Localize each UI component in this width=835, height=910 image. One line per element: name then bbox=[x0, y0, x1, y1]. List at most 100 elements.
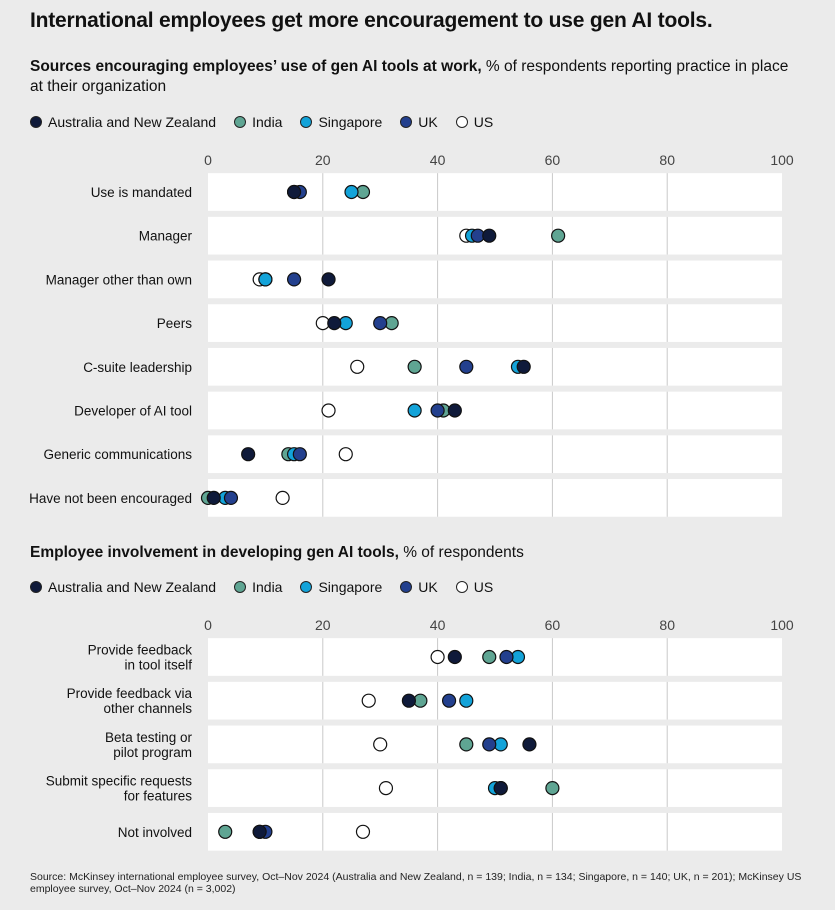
chart-2-subtitle: Employee involvement in developing gen A… bbox=[30, 543, 800, 563]
dot-australia-and-new-zealand bbox=[287, 184, 302, 200]
x-tick-label: 60 bbox=[545, 617, 561, 633]
x-tick-label: 80 bbox=[659, 617, 675, 633]
row-band bbox=[208, 260, 782, 299]
dot-india bbox=[551, 228, 566, 243]
row-band bbox=[208, 812, 782, 851]
dot-singapore bbox=[344, 184, 359, 200]
dot-india bbox=[482, 649, 497, 665]
category-label-line: Have not been encouraged bbox=[29, 491, 192, 506]
dot-uk bbox=[459, 359, 474, 374]
category-label: Submit specific requests for features bbox=[46, 774, 193, 804]
category-label: C-suite leadership bbox=[83, 360, 192, 375]
legend-item-australia-and-new-zealand: Australia and New Zealand bbox=[30, 579, 216, 595]
category-label-line: Developer of AI tool bbox=[74, 404, 192, 419]
dot-singapore bbox=[459, 693, 474, 708]
legend-item-australia-and-new-zealand: Australia and New Zealand bbox=[30, 114, 216, 130]
dot-uk bbox=[430, 403, 445, 418]
dot-us bbox=[350, 359, 365, 374]
dot-australia-and-new-zealand bbox=[401, 693, 416, 708]
category-label-line: other channels bbox=[103, 701, 192, 716]
row-band bbox=[208, 391, 782, 430]
category-label-line: C-suite leadership bbox=[83, 360, 192, 375]
x-tick-label: 0 bbox=[204, 152, 212, 168]
dot-uk bbox=[441, 693, 457, 708]
x-tick-label: 80 bbox=[659, 152, 675, 168]
dot-india bbox=[218, 824, 233, 839]
dot-us bbox=[338, 447, 353, 462]
category-label: Not involved bbox=[118, 825, 192, 840]
chart-2-legend: Australia and New Zealand India Singapore U… bbox=[30, 578, 511, 596]
chart-1-subtitle: Sources encouraging employees’ use of ge… bbox=[30, 57, 800, 97]
legend-label: India bbox=[252, 579, 283, 595]
x-tick-label: 40 bbox=[430, 152, 446, 168]
legend-item-uk: UK bbox=[400, 579, 438, 595]
category-label-line: Use is mandated bbox=[91, 185, 192, 200]
x-tick-label: 40 bbox=[430, 617, 446, 633]
legend-swatch bbox=[455, 581, 468, 593]
category-label: Provide feedback in tool itself bbox=[88, 643, 193, 673]
dot-india bbox=[545, 781, 560, 796]
dot-australia-and-new-zealand bbox=[493, 781, 508, 796]
dot-australia-and-new-zealand bbox=[327, 316, 342, 331]
dot-india bbox=[407, 359, 422, 374]
dot-australia-and-new-zealand bbox=[321, 272, 336, 287]
legend-label: UK bbox=[418, 579, 438, 595]
legend-label: Australia and New Zealand bbox=[48, 114, 217, 130]
legend-item-singapore: Singapore bbox=[300, 579, 382, 595]
row-band bbox=[208, 347, 782, 386]
legend-item-us: US bbox=[455, 579, 493, 595]
legend-swatch bbox=[234, 116, 247, 128]
category-label-line: for features bbox=[124, 789, 193, 804]
category-label: Beta testing or pilot program bbox=[105, 730, 193, 760]
dot-us bbox=[430, 649, 445, 665]
dot-australia-and-new-zealand bbox=[206, 490, 221, 505]
dot-us bbox=[321, 403, 336, 418]
category-label: Developer of AI tool bbox=[74, 404, 192, 419]
row-band bbox=[208, 479, 782, 517]
dot-singapore bbox=[258, 272, 273, 287]
category-label: Provide feedback via other channels bbox=[67, 686, 193, 716]
category-label-line: Provide feedback bbox=[88, 643, 193, 658]
dot-us bbox=[355, 824, 371, 839]
category-label-line: pilot program bbox=[113, 745, 192, 760]
dot-uk bbox=[223, 490, 239, 505]
dot-singapore bbox=[407, 403, 422, 418]
category-label-line: Submit specific requests bbox=[46, 774, 193, 789]
dot-us bbox=[373, 737, 388, 752]
legend-item-uk: UK bbox=[400, 114, 438, 130]
dot-australia-and-new-zealand bbox=[252, 824, 267, 839]
category-label-line: Not involved bbox=[118, 825, 192, 840]
dot-australia-and-new-zealand bbox=[447, 403, 462, 418]
legend-item-india: India bbox=[234, 579, 282, 595]
dot-uk bbox=[292, 447, 307, 462]
chart-1-subtitle-rest: % of respondents reporting practice in p… bbox=[30, 58, 789, 95]
legend-item-singapore: Singapore bbox=[300, 114, 382, 130]
x-tick-label: 100 bbox=[770, 617, 794, 633]
category-label-line: Generic communications bbox=[43, 447, 192, 462]
dot-australia-and-new-zealand bbox=[447, 649, 462, 665]
legend-label: India bbox=[252, 114, 283, 130]
source-note: Source: McKinsey international employee … bbox=[30, 871, 802, 895]
dot-uk bbox=[373, 316, 388, 331]
legend-swatch bbox=[234, 581, 247, 593]
x-tick-label: 20 bbox=[315, 617, 331, 633]
legend-label: UK bbox=[418, 114, 438, 130]
category-label-line: Manager bbox=[139, 229, 193, 244]
legend-swatch bbox=[455, 116, 468, 128]
legend-item-india: India bbox=[234, 114, 282, 130]
category-label: Generic communications bbox=[43, 447, 192, 462]
dot-us bbox=[378, 781, 394, 796]
legend-item-us: US bbox=[455, 114, 493, 130]
dot-india bbox=[459, 737, 474, 752]
chart-1-subtitle-bold: Sources encouraging employees’ use of ge… bbox=[30, 58, 482, 75]
category-label-line: Peers bbox=[157, 316, 193, 331]
x-tick-label: 60 bbox=[545, 152, 561, 168]
legend-swatch bbox=[300, 116, 313, 128]
row-band bbox=[208, 304, 782, 342]
category-label-line: Beta testing or bbox=[105, 730, 193, 745]
dot-uk bbox=[499, 649, 514, 665]
category-label-line: Manager other than own bbox=[46, 272, 192, 287]
x-tick-label: 20 bbox=[315, 152, 331, 168]
chart-title: International employees get more encoura… bbox=[30, 9, 713, 32]
chart-2-subtitle-bold: Employee involvement in developing gen A… bbox=[30, 544, 399, 561]
